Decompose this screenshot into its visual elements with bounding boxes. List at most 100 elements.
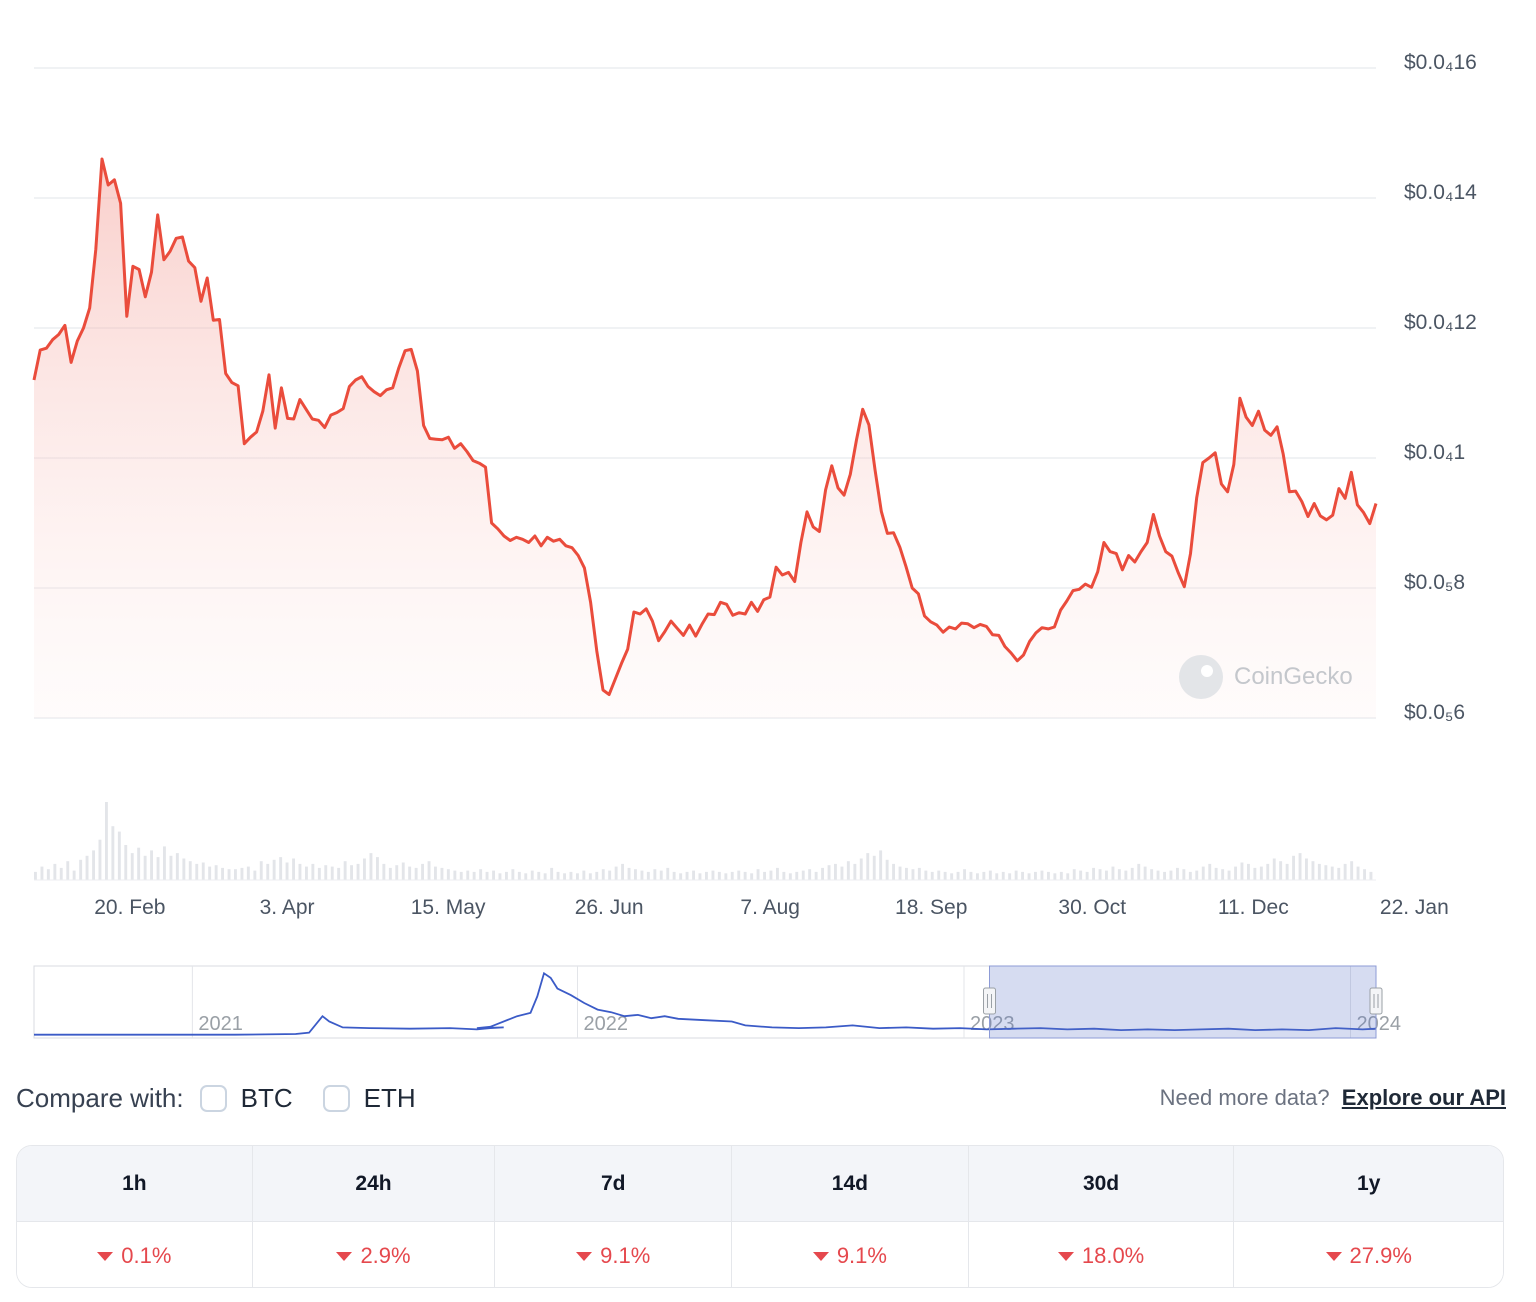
volume-bar	[834, 863, 837, 880]
volume-bar	[1253, 867, 1257, 880]
volume-bar	[1279, 861, 1283, 880]
volume-bar	[1330, 866, 1334, 880]
volume-bar	[1072, 869, 1076, 880]
volume-bar	[343, 861, 347, 880]
price-chart[interactable]: $0.0₄16$0.0₄14$0.0₄12$0.0₄1$0.0₅8$0.0₅6 …	[0, 0, 1536, 1070]
navigator-left-handle[interactable]	[983, 987, 997, 1015]
volume-bar	[685, 871, 689, 880]
compare-btc-checkbox[interactable]: BTC	[199, 1083, 293, 1114]
y-tick-label: $0.0₅6	[1404, 701, 1465, 724]
volume-bar	[905, 867, 908, 880]
volume-bar	[363, 858, 366, 880]
volume-bar	[730, 871, 734, 880]
volume-bar	[1117, 869, 1121, 880]
volume-bar	[117, 831, 121, 880]
volume-bar	[595, 871, 599, 880]
volume-bar	[1343, 863, 1347, 880]
volume-bar	[311, 863, 315, 880]
volume-bar	[492, 870, 495, 880]
volume-bar	[1247, 863, 1250, 880]
volume-bar	[459, 871, 463, 880]
volume-bar	[550, 867, 554, 880]
volume-bar	[511, 869, 515, 880]
period-change-1y: 27.9%	[1234, 1222, 1503, 1287]
y-tick-label: $0.0₄1	[1404, 441, 1465, 464]
y-tick-label: $0.0₄14	[1404, 181, 1477, 204]
volume-bar	[1201, 866, 1205, 880]
volume-bar	[1169, 870, 1173, 880]
volume-bar	[337, 867, 341, 880]
btc-checkbox-box[interactable]	[199, 1084, 227, 1112]
y-tick-label: $0.0₅8	[1404, 571, 1465, 594]
explore-api-link[interactable]: Explore our API	[1341, 1085, 1506, 1110]
navigator-selection[interactable]	[989, 965, 1377, 1039]
volume-bar	[1350, 861, 1354, 880]
eth-checkbox-box[interactable]	[322, 1084, 350, 1112]
volume-bar	[608, 870, 612, 880]
period-change-7d: 9.1%	[495, 1222, 733, 1287]
volume-bar	[1311, 861, 1315, 880]
range-navigator[interactable]: 2021 2022 2023 2024	[33, 965, 1401, 1039]
volume-bar	[34, 871, 37, 880]
x-tick-label: 11. Dec	[1218, 896, 1289, 919]
volume-bar	[1337, 867, 1341, 880]
navigator-line	[34, 971, 1377, 1036]
down-arrow-icon	[1325, 1251, 1342, 1261]
volume-bar	[1130, 867, 1134, 880]
x-tick-label: 18. Sep	[895, 896, 967, 919]
volume-bar	[917, 867, 921, 880]
volume-bar	[1324, 865, 1328, 880]
x-tick-label: 20. Feb	[94, 896, 165, 919]
x-tick-label: 30. Oct	[1058, 896, 1126, 919]
compare-eth-checkbox[interactable]: ETH	[322, 1083, 416, 1114]
volume-bar	[453, 870, 457, 880]
volume-bar	[59, 867, 63, 880]
volume-bar	[808, 869, 812, 880]
volume-bar	[892, 863, 895, 880]
volume-bar	[646, 871, 650, 880]
volume-bar	[821, 867, 824, 880]
volume-bar	[943, 871, 947, 880]
volume-bar	[1021, 871, 1024, 880]
volume-bar	[524, 873, 528, 880]
change-value: 27.9%	[1349, 1243, 1412, 1268]
x-tick-label: 22. Jan	[1380, 896, 1449, 919]
volume-bar	[601, 869, 605, 880]
y-tick-label: $0.0₄16	[1404, 51, 1477, 74]
volume-bar	[750, 873, 754, 880]
volume-bar	[776, 867, 779, 880]
gecko-logo-icon	[1179, 655, 1223, 699]
volume-bar	[640, 870, 644, 880]
change-value: 2.9%	[360, 1243, 411, 1268]
volume-bar	[982, 871, 986, 880]
volume-bar	[1176, 867, 1179, 880]
volume-bar	[208, 866, 212, 880]
volume-bar	[298, 863, 302, 880]
volume-bar	[324, 865, 328, 880]
api-prompt: Need more data?	[1159, 1085, 1330, 1110]
navigator-right-handle[interactable]	[1369, 987, 1383, 1015]
volume-bar	[188, 861, 192, 880]
volume-bar	[517, 871, 521, 880]
price-area	[34, 159, 1376, 718]
period-header-1h: 1h	[17, 1146, 253, 1221]
volume-bar	[92, 850, 95, 880]
volume-bar	[1369, 871, 1373, 880]
volume-bar	[556, 871, 560, 880]
performance-value-row: 0.1% 2.9% 9.1% 9.1% 18.0% 27.9%	[17, 1221, 1503, 1287]
volume-bar	[582, 870, 586, 880]
volume-bar	[698, 873, 702, 880]
volume-bar	[801, 870, 805, 880]
volume-bar	[421, 863, 424, 880]
volume-bar	[440, 867, 444, 880]
volume-bar	[408, 866, 412, 880]
volume-bar	[769, 870, 773, 880]
volume-bar	[234, 869, 237, 880]
volume-bar	[1259, 866, 1263, 880]
price-area-fill	[34, 159, 1376, 718]
x-tick-label: 26. Jun	[575, 896, 644, 919]
api-promo: Need more data? Explore our API	[1160, 1085, 1506, 1111]
x-tick-label: 7. Aug	[740, 896, 800, 919]
period-change-14d: 9.1%	[732, 1222, 969, 1287]
coingecko-watermark: CoinGecko	[1179, 655, 1353, 699]
